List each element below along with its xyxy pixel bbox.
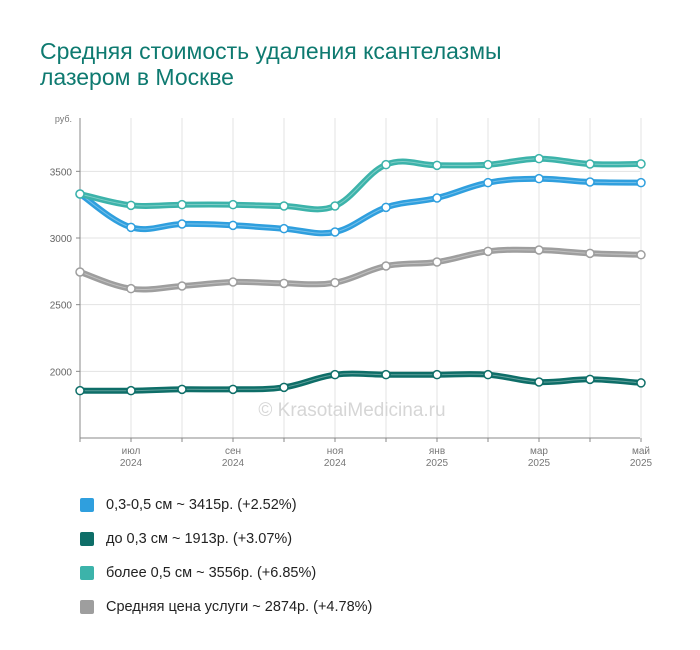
- legend-item[interactable]: более 0,5 см ~ 3556р. (+6.85%): [80, 556, 372, 590]
- data-point-s4[interactable]: [534, 245, 544, 255]
- data-point-s2[interactable]: [228, 384, 238, 395]
- series-line-s3: [77, 155, 644, 213]
- data-point-s2[interactable]: [432, 369, 442, 380]
- data-point-s4[interactable]: [126, 283, 136, 294]
- data-point-s2[interactable]: [636, 378, 646, 388]
- data-point-s2[interactable]: [585, 374, 595, 385]
- legend-label: 0,3-0,5 см ~ 3415р. (+2.52%): [106, 497, 297, 513]
- data-point-s1[interactable]: [483, 177, 493, 188]
- legend-label: до 0,3 см ~ 1913р. (+3.07%): [106, 531, 293, 547]
- series-line-s2: [77, 370, 644, 394]
- data-point-s3[interactable]: [636, 159, 646, 169]
- x-tick-label-year: 2025: [528, 458, 551, 469]
- data-point-s2[interactable]: [330, 369, 340, 380]
- data-point-s4[interactable]: [585, 248, 595, 259]
- data-point-s4[interactable]: [432, 257, 442, 267]
- legend-swatch: [80, 600, 94, 614]
- x-tick-label-month: май: [632, 446, 650, 457]
- data-point-s1[interactable]: [126, 222, 136, 233]
- data-point-s3[interactable]: [534, 153, 544, 164]
- legend: 0,3-0,5 см ~ 3415р. (+2.52%) до 0,3 см ~ …: [80, 488, 372, 624]
- watermark: © KrasotaiMedicina.ru: [258, 400, 445, 421]
- data-point-s1[interactable]: [177, 219, 187, 229]
- data-point-s2[interactable]: [381, 369, 391, 380]
- data-point-s3[interactable]: [432, 160, 442, 171]
- data-point-s4[interactable]: [483, 246, 493, 257]
- data-point-s4[interactable]: [279, 278, 289, 289]
- data-point-s3[interactable]: [330, 201, 340, 211]
- data-point-s4[interactable]: [228, 277, 238, 287]
- y-unit-label: руб.: [55, 114, 72, 124]
- legend-label: Средняя цена услуги ~ 2874р. (+4.78%): [106, 599, 373, 615]
- data-point-s3[interactable]: [483, 159, 493, 170]
- series-line-highlight-s4: [79, 249, 642, 291]
- x-tick-label-month: мар: [530, 446, 548, 457]
- data-point-s4[interactable]: [75, 267, 85, 277]
- x-tick-label-month: янв: [429, 446, 445, 457]
- data-point-s3[interactable]: [381, 159, 391, 170]
- x-tick-label-month: ноя: [327, 446, 344, 457]
- x-tick-label-year: 2024: [324, 458, 347, 469]
- x-tick-label-year: 2024: [120, 458, 143, 469]
- x-tick-label-month: сен: [225, 446, 241, 457]
- data-point-s2[interactable]: [483, 369, 493, 380]
- data-point-s4[interactable]: [381, 261, 391, 271]
- data-point-s2[interactable]: [126, 385, 136, 396]
- x-tick-label-year: 2025: [426, 458, 449, 469]
- data-point-s3[interactable]: [585, 159, 595, 169]
- legend-label: более 0,5 см ~ 3556р. (+6.85%): [106, 565, 317, 581]
- axes: 2000250030003500руб.июл2024сен2024ноя202…: [50, 114, 653, 469]
- x-tick-label-year: 2024: [222, 458, 245, 469]
- data-point-s4[interactable]: [636, 250, 646, 260]
- y-tick-label: 3000: [50, 234, 73, 245]
- data-point-s2[interactable]: [534, 377, 544, 387]
- chart-title-line-1: Средняя стоимость удаления ксантелазмы: [40, 38, 502, 64]
- data-point-s1[interactable]: [228, 220, 238, 231]
- data-point-s3[interactable]: [279, 201, 289, 211]
- y-tick-label: 2500: [50, 301, 73, 312]
- legend-swatch: [80, 566, 94, 580]
- data-point-s1[interactable]: [330, 227, 340, 237]
- data-point-s1[interactable]: [636, 177, 646, 188]
- series-line-s4: [77, 246, 644, 293]
- data-point-s1[interactable]: [585, 177, 595, 187]
- data-point-s3[interactable]: [228, 199, 238, 210]
- y-tick-label: 3500: [50, 167, 73, 178]
- data-point-s1[interactable]: [534, 173, 544, 184]
- data-point-s1[interactable]: [381, 202, 391, 213]
- data-point-s4[interactable]: [177, 281, 187, 291]
- data-point-s4[interactable]: [330, 277, 340, 288]
- data-point-s3[interactable]: [126, 200, 136, 211]
- chart-title-line-2: лазером в Москве: [40, 64, 234, 90]
- y-tick-label: 2000: [50, 367, 73, 378]
- x-tick-label-year: 2025: [630, 458, 653, 469]
- data-point-s2[interactable]: [75, 385, 85, 396]
- data-points: [75, 153, 646, 396]
- x-tick-label-month: июл: [122, 446, 141, 457]
- legend-item[interactable]: 0,3-0,5 см ~ 3415р. (+2.52%): [80, 488, 372, 522]
- data-point-s1[interactable]: [279, 223, 289, 234]
- data-point-s1[interactable]: [432, 193, 442, 203]
- legend-swatch: [80, 498, 94, 512]
- data-point-s2[interactable]: [279, 382, 289, 393]
- series: [77, 155, 644, 394]
- data-point-s2[interactable]: [177, 384, 187, 395]
- data-point-s3[interactable]: [177, 199, 187, 210]
- legend-item[interactable]: Средняя цена услуги ~ 2874р. (+4.78%): [80, 590, 372, 624]
- legend-swatch: [80, 532, 94, 546]
- legend-item[interactable]: до 0,3 см ~ 1913р. (+3.07%): [80, 522, 372, 556]
- data-point-s3[interactable]: [75, 189, 85, 199]
- chart-title: Средняя стоимость удаления ксантелазмы л…: [40, 38, 660, 90]
